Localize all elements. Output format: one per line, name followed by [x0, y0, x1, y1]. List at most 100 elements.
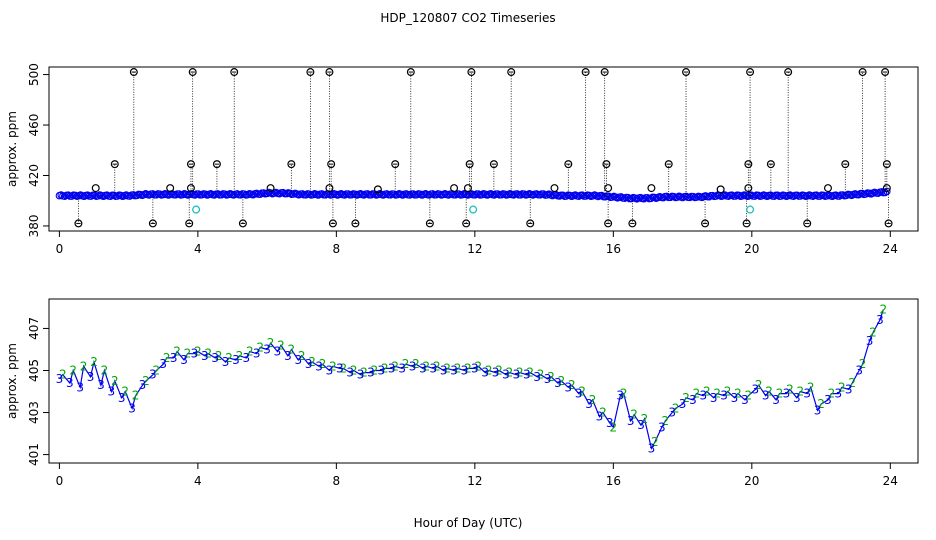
top-flag-point	[882, 184, 891, 193]
bottom-series-a-point: 3	[263, 342, 271, 356]
bottom-series-a-point: 3	[253, 347, 261, 361]
top-spike-high-point	[507, 68, 516, 77]
top-baseline-point	[617, 193, 625, 201]
bottom-series-b-point: 2	[319, 357, 327, 371]
bottom-series-a-point: 3	[346, 366, 354, 380]
bottom-series-a-point: 3	[440, 363, 448, 377]
top-spike-low-point	[628, 219, 637, 228]
bottom-y-tick-label: 401	[27, 443, 41, 466]
bottom-series-a-point: 3	[700, 389, 708, 403]
bottom-series-a-point: 3	[232, 353, 240, 367]
bottom-series-b-point: 2	[568, 378, 576, 392]
top-spike-mid-point	[465, 160, 474, 169]
bottom-series-a-point: 3	[866, 334, 874, 348]
top-baseline-point	[705, 193, 713, 201]
top-data-marks	[55, 68, 893, 228]
bottom-series-a-point: 3	[876, 313, 884, 327]
bottom-series-a-point: 3	[170, 351, 178, 365]
bottom-series-a-point: 3	[793, 391, 801, 405]
bottom-series-a-point: 3	[648, 441, 656, 455]
bottom-y-tick-label: 407	[27, 317, 41, 340]
top-x-tick-label: 16	[606, 242, 621, 256]
bottom-series-b-point: 2	[80, 359, 88, 373]
bottom-y-tick-label: 405	[27, 359, 41, 382]
chart-title: HDP_120807 CO2 Timeseries	[380, 11, 555, 25]
bottom-series-a-point: 3	[720, 389, 728, 403]
bottom-series-a-point: 3	[751, 382, 759, 396]
top-spike-low-point	[462, 219, 471, 228]
bottom-series-b-point: 2	[350, 363, 358, 377]
top-panel: 0 4 8 12 16 20 24 380 420 460 500 approx. ppm	[5, 63, 919, 256]
bottom-series-b-point: 2	[298, 349, 306, 363]
bottom-series-b-point: 2	[838, 380, 846, 394]
bottom-series-a-point: 3	[222, 355, 230, 369]
top-flag-point	[604, 184, 613, 193]
bottom-series-a-point: 3	[814, 403, 822, 417]
top-spike-low-point	[185, 219, 194, 228]
bottom-series-b-point: 2	[194, 345, 202, 359]
bottom-series-b-point: 2	[256, 340, 264, 354]
top-baseline-point	[647, 194, 655, 203]
bottom-y-tick-label: 403	[27, 401, 41, 424]
top-baseline-point	[854, 190, 863, 199]
bottom-series-a-point: 3	[658, 420, 666, 434]
bottom-series-b-point: 2	[745, 389, 753, 403]
top-spike-low-point	[803, 219, 812, 228]
top-flag-point	[463, 184, 472, 193]
bottom-series-b-point: 2	[371, 363, 379, 377]
top-flag-point	[744, 184, 753, 193]
bottom-series-a-point: 3	[596, 410, 604, 424]
bottom-series-b-point: 2	[474, 359, 482, 373]
top-spike-low-point	[884, 219, 893, 228]
bottom-series-a-point: 3	[243, 351, 251, 365]
bottom-series-a-point: 3	[56, 372, 64, 386]
top-flag-point	[325, 184, 334, 193]
top-y-axis: 380 420 460 500	[27, 63, 49, 237]
bottom-series-b-point: 2	[132, 389, 140, 403]
bottom-series-a-point: 3	[783, 387, 791, 401]
top-spike-low-point	[74, 219, 83, 228]
bottom-series-a-point: 3	[575, 387, 583, 401]
bottom-series-b-point: 2	[402, 357, 410, 371]
bottom-series-b-point: 2	[495, 363, 503, 377]
top-spike-mid-point	[327, 160, 336, 169]
top-baseline-point	[624, 193, 632, 202]
bottom-series-a-point: 3	[855, 363, 863, 377]
bottom-series-a-point: 3	[388, 361, 396, 375]
bottom-series-b-point: 2	[173, 345, 181, 359]
bottom-series-a-point: 3	[731, 391, 739, 405]
bottom-series-b-point: 2	[765, 385, 773, 399]
top-spike-mid-point	[212, 160, 221, 169]
bottom-series-b-point: 2	[828, 387, 836, 401]
top-spike-low-point	[526, 219, 535, 228]
bottom-x-tick-label: 8	[333, 474, 341, 488]
top-baseline-point	[256, 190, 264, 198]
bottom-series-b-point: 2	[111, 374, 119, 388]
bottom-series-b-point: 2	[526, 366, 534, 380]
top-spike-high-point	[858, 68, 867, 77]
top-teal-point	[192, 205, 201, 214]
bottom-series-a-point: 3	[76, 380, 84, 394]
top-spike-high-point	[306, 68, 315, 77]
top-spike-high-point	[230, 68, 239, 77]
top-flag-point	[647, 184, 656, 193]
top-spike-high-point	[188, 68, 197, 77]
bottom-series-b-point: 2	[329, 359, 337, 373]
bottom-series-a-point: 3	[492, 366, 500, 380]
bottom-series-b-point: 2	[786, 382, 794, 396]
top-spike-low-point	[148, 219, 157, 228]
top-spike-high-point	[746, 68, 755, 77]
bottom-series-b-point: 2	[599, 406, 607, 420]
bottom-series-b-point: 2	[225, 351, 233, 365]
bottom-series-a-point: 3	[679, 397, 687, 411]
top-spike-high-point	[129, 68, 138, 77]
bottom-series-a-point: 3	[201, 349, 209, 363]
bottom-series-b-point: 2	[796, 385, 804, 399]
top-spike-high-point	[325, 68, 334, 77]
top-plot-frame	[48, 66, 919, 232]
top-spike-mid-point	[110, 160, 119, 169]
top-spike-mid-point	[564, 160, 573, 169]
bottom-series-a-point: 3	[565, 380, 573, 394]
